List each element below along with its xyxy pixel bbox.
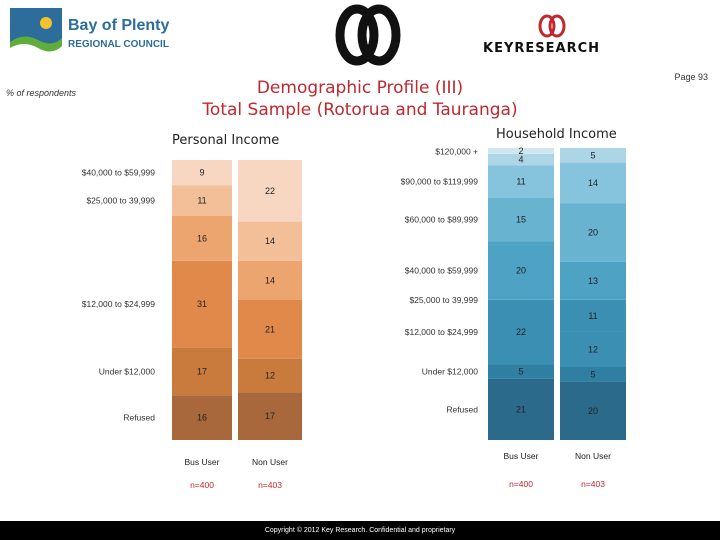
bar-segment: [172, 185, 232, 216]
bar-value-label: 11: [516, 177, 525, 187]
segment-label: $25,000 to 39,999: [409, 295, 478, 305]
stacked-bar-chart-personal-income: 16 17 31 16 11 9 Bus User n=400 17 12 21 14 14 22 Non …: [82, 160, 302, 490]
segment-label: $12,000 to $24,999: [82, 299, 156, 309]
bar-value-label: 17: [265, 411, 275, 421]
org-name-line2: REGIONAL COUNCIL: [68, 39, 169, 50]
keyresearch-wordmark: KEYRESEARCH: [483, 41, 600, 56]
segment-label: Under $12,000: [99, 366, 156, 376]
category-label: Bus User: [185, 457, 220, 467]
bar-value-label: 20: [588, 228, 598, 238]
bar-value-label: 5: [518, 366, 523, 376]
bar-segment: [238, 221, 302, 261]
sample-size-label: n=403: [258, 480, 282, 490]
segment-label: Under $12,000: [422, 366, 479, 376]
bar-segment: [172, 160, 232, 186]
stacked-bar-chart-household-income: 21 5 22 20 15 11 42 Bus User n=400 20 5 12 11 13 20 14 5…: [401, 146, 626, 489]
bar-value-label: 20: [588, 406, 598, 416]
keyresearch-logo: KEYRESEARCH: [335, 4, 600, 66]
copyright-text: Copyright © 2012 Key Research. Confident…: [264, 527, 456, 534]
bar-value-label: 2: [518, 146, 523, 156]
bar-segment: [488, 197, 554, 242]
bar-value-label: 11: [197, 196, 206, 206]
bar-segment: [488, 378, 554, 440]
bar-value-label: 20: [516, 266, 526, 276]
bar-segment: [560, 162, 626, 204]
bar-segment: [238, 260, 302, 300]
bar-value-label: 5: [590, 369, 595, 379]
bar-value-label: 4: [518, 155, 523, 165]
segment-label: $60,000 to $89,999: [405, 215, 479, 225]
segment-label: Refused: [123, 413, 155, 423]
bar-value-label: 17: [197, 366, 207, 376]
segment-label: $90,000 to $119,999: [401, 177, 479, 187]
page-title: Demographic Profile (III): [256, 78, 464, 98]
bar-segment: [238, 160, 302, 222]
category-label: Bus User: [504, 451, 539, 461]
bar-segment: [560, 203, 626, 262]
segment-label: $120,000 +: [435, 147, 478, 157]
bar-segment: [238, 300, 302, 359]
percent-of-respondents-label: % of respondents: [6, 88, 77, 98]
bar-segment: [488, 148, 554, 154]
bar-segment: [488, 165, 554, 198]
bar-value-label: 21: [265, 324, 275, 334]
bar-segment: [560, 299, 626, 332]
bar-segment: [560, 261, 626, 300]
bar-segment: [238, 392, 302, 440]
personal-income-title: Personal Income: [172, 133, 280, 148]
segment-label: $25,000 to 39,999: [86, 196, 155, 206]
bay-of-plenty-logo: Bay of Plenty REGIONAL COUNCIL: [10, 8, 169, 58]
segment-label: $40,000 to $59,999: [82, 168, 156, 178]
bar-value-label: 22: [516, 327, 526, 337]
footer-bar: Copyright © 2012 Key Research. Confident…: [0, 521, 720, 540]
sample-size-label: n=400: [509, 479, 533, 489]
bar-value-label: 16: [197, 413, 207, 423]
segment-label: $12,000 to $24,999: [405, 327, 479, 337]
bar-value-label: 12: [265, 371, 275, 381]
household-income-title: Household Income: [496, 127, 617, 142]
bar-segment: [172, 260, 232, 348]
bar-value-label: 14: [265, 275, 275, 285]
bar-segment: [488, 241, 554, 300]
bar-segment: [560, 381, 626, 440]
sample-size-label: n=403: [581, 479, 605, 489]
bar-segment: [488, 364, 554, 379]
category-label: Non User: [252, 457, 288, 467]
bar-segment: [172, 216, 232, 261]
bar-segment: [488, 299, 554, 365]
page-subtitle: Total Sample (Rotorua and Tauranga): [202, 100, 518, 120]
bar-segment: [560, 331, 626, 367]
page-number: Page 93: [674, 72, 708, 82]
bar-value-label: 12: [588, 344, 598, 354]
bar-value-label: 31: [197, 299, 207, 309]
bar-segment: [172, 395, 232, 440]
bar-value-label: 15: [516, 215, 526, 225]
category-label: Non User: [575, 451, 611, 461]
bar-value-label: 14: [265, 236, 275, 246]
bar-value-label: 14: [588, 178, 598, 188]
sample-size-label: n=400: [190, 480, 214, 490]
bar-value-label: 9: [199, 168, 204, 178]
segment-label: $40,000 to $59,999: [405, 266, 479, 276]
bar-value-label: 11: [588, 311, 597, 321]
bar-value-label: 22: [265, 186, 275, 196]
bar-value-label: 16: [197, 233, 207, 243]
bar-segment: [238, 358, 302, 393]
bar-segment: [560, 367, 626, 382]
bar-segment: [560, 148, 626, 163]
bar-segment: [488, 153, 554, 166]
bar-segment: [172, 347, 232, 396]
org-name-line1: Bay of Plenty: [68, 17, 169, 34]
bar-value-label: 13: [588, 276, 598, 286]
segment-label: Refused: [446, 404, 478, 414]
bar-value-label: 5: [590, 150, 595, 160]
bar-value-label: 21: [516, 404, 526, 414]
